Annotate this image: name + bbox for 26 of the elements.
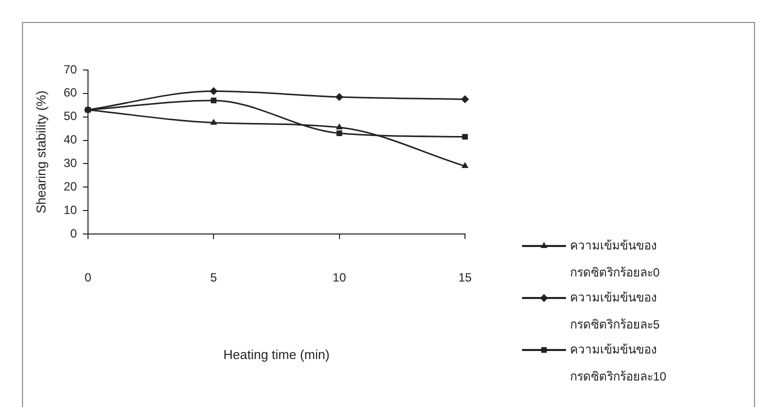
point — [210, 118, 218, 125]
point — [335, 92, 344, 101]
y-tick-label: 10 — [64, 202, 78, 217]
legend-label: ความเข้มข้นของกรดซิตริกร้อยละ5 — [570, 290, 660, 332]
point — [462, 134, 468, 140]
point — [461, 95, 469, 104]
y-tick-label: 20 — [64, 179, 78, 194]
point — [336, 130, 342, 136]
point — [462, 162, 468, 168]
legend-label: ความเข้มข้นของกรดซิตริกร้อยละ0 — [570, 238, 660, 280]
x-tick-label: 0 — [84, 270, 92, 285]
y-tick-label: 70 — [64, 62, 78, 76]
legend-label: ความเข้มข้นของกรดซิตริกร้อยละ10 — [570, 342, 667, 384]
x-tick-label: 15 — [458, 270, 472, 285]
y-tick-label: 30 — [64, 156, 78, 170]
y-tick-label: 40 — [64, 132, 78, 147]
y-tick-label: 0 — [70, 226, 78, 240]
x-tick-label: 5 — [210, 270, 218, 285]
y-tick-label: 50 — [64, 109, 78, 124]
x-tick-label: 10 — [332, 270, 346, 285]
x-axis-title: Heating time (min) — [223, 346, 330, 362]
y-tick-label: 60 — [64, 86, 78, 100]
y-axis-title: Shearing stability (%) — [33, 90, 48, 214]
point — [336, 123, 343, 130]
point — [210, 87, 218, 96]
point — [210, 98, 216, 104]
